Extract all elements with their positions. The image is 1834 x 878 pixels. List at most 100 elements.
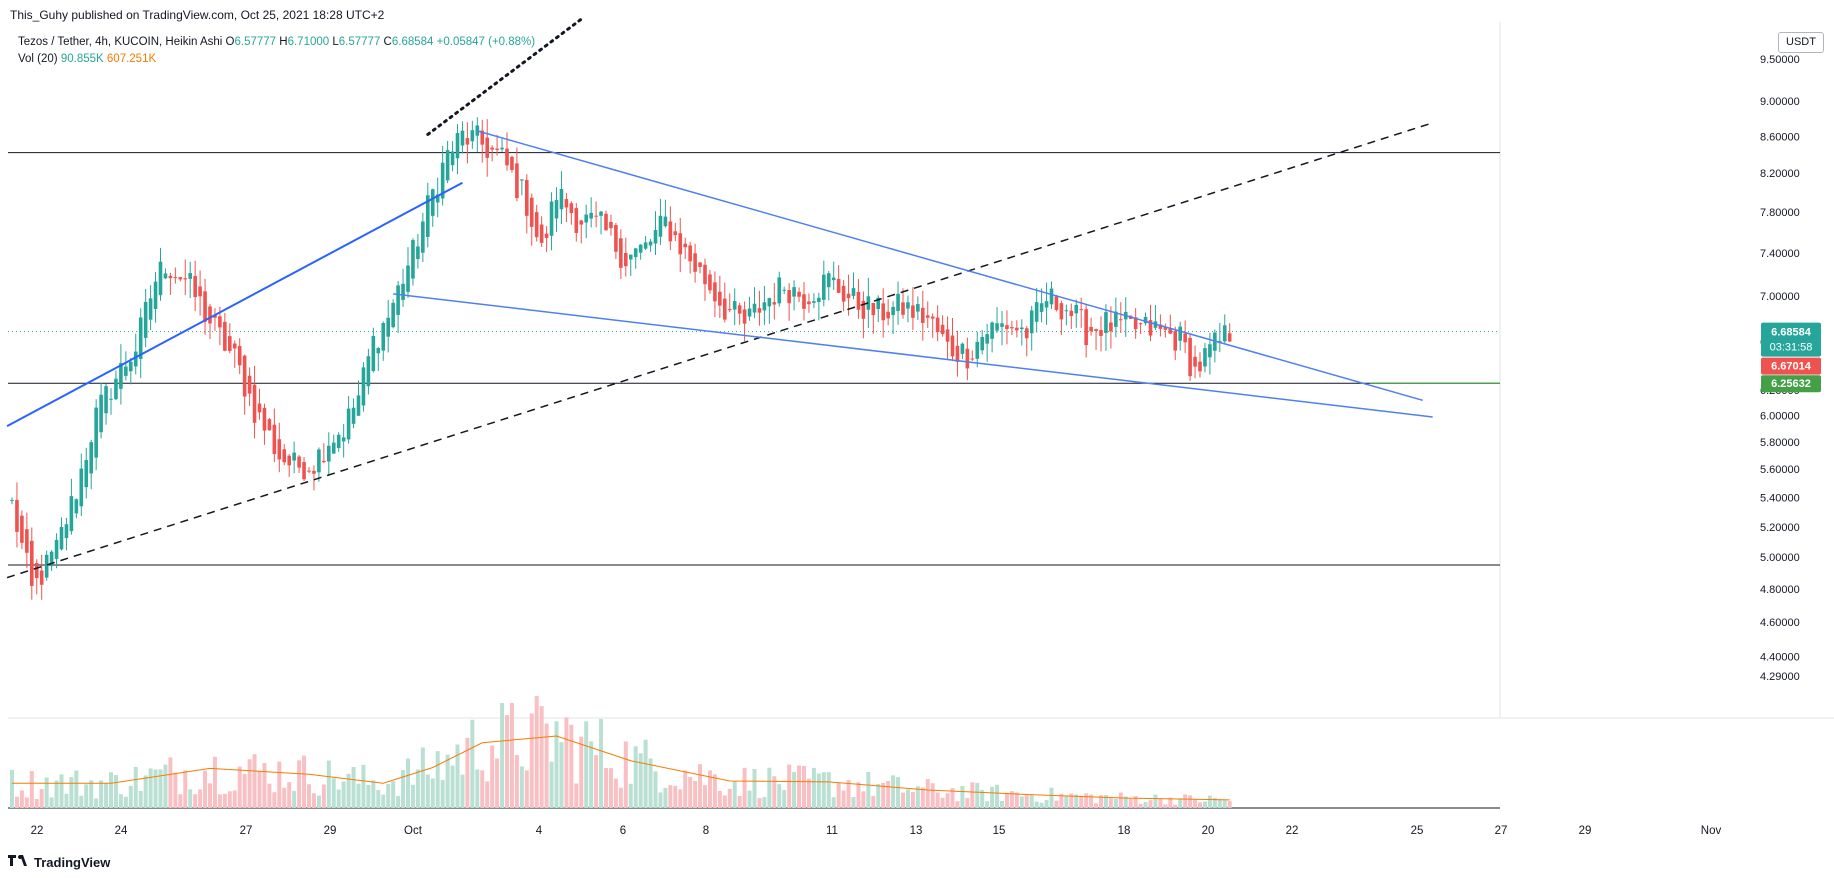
candle-up bbox=[64, 524, 69, 539]
candle-up bbox=[49, 551, 54, 567]
volume-bar bbox=[1094, 803, 1099, 808]
countdown-badge-value: 03:31:58 bbox=[1770, 342, 1813, 354]
volume-bar bbox=[143, 775, 148, 808]
chart-legend: Tezos / Tether, 4h, KUCOIN, Heikin Ashi … bbox=[18, 34, 535, 68]
volume-bar bbox=[816, 773, 821, 808]
volume-bar bbox=[341, 781, 346, 808]
volume-bar bbox=[910, 791, 915, 808]
candle-up bbox=[1114, 311, 1118, 327]
candle-down bbox=[1173, 330, 1178, 351]
candle-down bbox=[178, 277, 183, 280]
volume-bar bbox=[465, 737, 470, 808]
candle-down bbox=[1163, 326, 1168, 330]
volume-bar bbox=[277, 761, 282, 808]
candle-up bbox=[762, 302, 767, 311]
candle-down bbox=[25, 529, 29, 553]
candle-up bbox=[371, 335, 376, 372]
volume-bar bbox=[1168, 797, 1173, 808]
candle-down bbox=[737, 305, 742, 314]
currency-badge[interactable]: USDT bbox=[1778, 32, 1824, 53]
volume-label[interactable]: Vol (20) bbox=[18, 53, 58, 65]
volume-bar bbox=[138, 790, 143, 808]
volume-bar bbox=[802, 765, 806, 808]
candle-down bbox=[807, 301, 811, 305]
candle-up bbox=[732, 301, 737, 310]
candle-down bbox=[886, 311, 890, 319]
volume-bar bbox=[381, 794, 386, 808]
candle-up bbox=[138, 317, 143, 359]
candle-down bbox=[945, 329, 950, 342]
volume-bar bbox=[148, 768, 153, 808]
volume-bar bbox=[128, 785, 133, 808]
volume-bar bbox=[168, 757, 173, 808]
y-tick-label: 4.29000 bbox=[1760, 671, 1800, 683]
volume-bar bbox=[420, 747, 425, 808]
candle-down bbox=[614, 225, 618, 252]
volume-bar bbox=[203, 770, 208, 808]
tradingview-logo-icon[interactable] bbox=[8, 855, 30, 870]
y-tick-label: 6.00000 bbox=[1760, 411, 1800, 423]
volume-bar bbox=[574, 783, 579, 808]
candle-down bbox=[1094, 329, 1098, 331]
candle-down bbox=[925, 315, 930, 318]
volume-bar bbox=[841, 790, 846, 808]
volume-bar bbox=[762, 797, 767, 808]
symbol-label[interactable]: Tezos / Tether, 4h, KUCOIN, Heikin Ashi bbox=[18, 36, 223, 48]
candle-up bbox=[104, 386, 108, 414]
volume-bar bbox=[64, 793, 69, 808]
volume-bar bbox=[391, 781, 396, 808]
volume-bar bbox=[406, 758, 410, 808]
volume-bar bbox=[460, 774, 465, 808]
candle-down bbox=[218, 316, 222, 328]
candle-up bbox=[1104, 312, 1108, 333]
candle-down bbox=[935, 317, 940, 333]
candle-up bbox=[975, 341, 980, 359]
volume-bar bbox=[990, 786, 995, 808]
volume-bar bbox=[658, 792, 663, 808]
volume-bar bbox=[965, 797, 970, 808]
candle-up bbox=[520, 179, 524, 181]
x-tick-label: Nov bbox=[1701, 825, 1722, 837]
candle-up bbox=[638, 244, 643, 253]
volume-bar bbox=[1212, 797, 1217, 808]
candle-down bbox=[1005, 325, 1009, 330]
volume-bar bbox=[1123, 796, 1128, 808]
volume-bar bbox=[663, 787, 668, 808]
volume-bar bbox=[272, 792, 277, 808]
volume-bar bbox=[396, 795, 401, 808]
volume-bar bbox=[208, 783, 212, 808]
volume-bar bbox=[1084, 793, 1089, 808]
volume-bar bbox=[188, 789, 193, 808]
candle-up bbox=[1039, 303, 1044, 312]
x-tick-label: 27 bbox=[1495, 825, 1508, 837]
volume-bar bbox=[1024, 795, 1029, 808]
tradingview-brand[interactable]: TradingView bbox=[34, 855, 111, 870]
candle-up bbox=[351, 407, 356, 424]
x-tick-label: 24 bbox=[115, 825, 128, 837]
candle-down bbox=[465, 138, 470, 145]
x-tick-label: 11 bbox=[826, 825, 838, 837]
candle-down bbox=[1138, 323, 1143, 325]
candle-up bbox=[460, 130, 465, 146]
candle-up bbox=[470, 130, 475, 142]
volume-bar bbox=[1079, 796, 1084, 808]
volume-bar bbox=[599, 719, 604, 808]
volume-row: Vol (20) 90.855K 607.251K bbox=[18, 51, 535, 68]
volume-bar bbox=[475, 769, 480, 808]
volume-bar bbox=[34, 798, 39, 808]
volume-bar bbox=[995, 784, 1000, 808]
candle-up bbox=[391, 302, 395, 328]
volume-bar bbox=[386, 783, 391, 808]
candle-up bbox=[990, 322, 994, 339]
candle-up bbox=[817, 297, 821, 303]
candle-up bbox=[455, 133, 460, 159]
y-tick-label: 4.40000 bbox=[1760, 651, 1800, 663]
y-tick-label: 5.80000 bbox=[1760, 437, 1800, 449]
volume-bar bbox=[1089, 794, 1094, 808]
x-tick-label: 27 bbox=[240, 825, 253, 837]
candle-up bbox=[1064, 310, 1069, 312]
volume-bar bbox=[792, 771, 797, 808]
candle-down bbox=[673, 231, 678, 236]
candle-up bbox=[336, 434, 341, 449]
